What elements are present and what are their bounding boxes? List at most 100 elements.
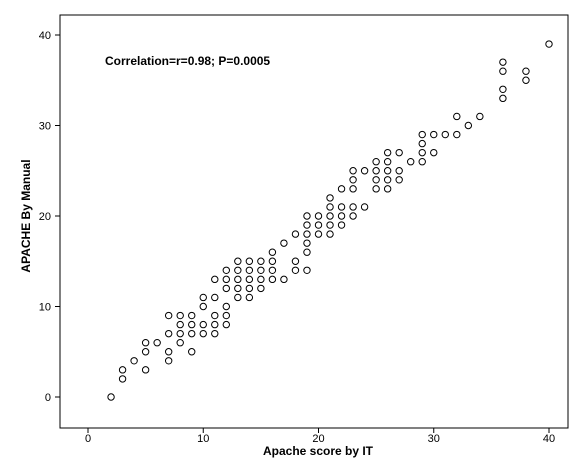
data-point xyxy=(372,176,380,184)
data-point xyxy=(303,212,311,220)
data-point xyxy=(268,257,277,265)
data-point xyxy=(522,67,530,75)
data-point xyxy=(337,203,346,211)
plot-area xyxy=(59,14,569,429)
data-point xyxy=(141,339,150,347)
data-point xyxy=(453,130,461,139)
data-point xyxy=(326,194,334,202)
data-point xyxy=(268,275,277,284)
data-point xyxy=(383,185,392,193)
data-point xyxy=(349,167,357,175)
data-point xyxy=(314,230,323,238)
data-point xyxy=(303,266,311,274)
data-point xyxy=(499,67,507,75)
data-point xyxy=(199,320,207,329)
data-point xyxy=(211,329,219,338)
y-tick-label: 40 xyxy=(39,30,51,42)
data-point xyxy=(291,230,300,238)
data-point xyxy=(464,121,473,130)
data-point xyxy=(337,212,346,220)
data-point xyxy=(257,284,265,293)
data-point xyxy=(314,221,323,229)
data-point xyxy=(176,329,184,338)
data-point xyxy=(372,167,380,175)
data-point xyxy=(257,275,265,284)
data-point xyxy=(499,58,507,66)
y-tick-label: 10 xyxy=(39,302,51,314)
data-point xyxy=(383,158,392,166)
data-point xyxy=(188,320,196,329)
data-point xyxy=(141,366,150,374)
data-point xyxy=(349,176,357,184)
data-point xyxy=(164,311,173,320)
data-point xyxy=(280,275,288,284)
data-point xyxy=(118,375,127,383)
y-axis: 0 10 20 30 40 xyxy=(39,30,60,404)
data-point xyxy=(395,167,403,175)
data-point xyxy=(222,275,231,284)
data-point xyxy=(326,203,334,211)
data-point xyxy=(418,139,426,148)
data-point xyxy=(188,348,196,356)
data-point xyxy=(118,366,127,374)
data-point xyxy=(476,112,484,121)
data-point xyxy=(499,85,507,94)
data-point xyxy=(222,311,231,320)
data-point xyxy=(245,293,254,302)
data-point xyxy=(222,302,231,311)
data-point xyxy=(372,158,380,166)
data-point xyxy=(211,320,219,329)
data-point xyxy=(222,284,231,293)
data-point xyxy=(176,320,184,329)
data-point xyxy=(383,167,392,175)
data-point xyxy=(245,284,254,293)
data-point xyxy=(418,158,426,166)
data-point xyxy=(453,112,461,121)
correlation-annotation: Correlation=r=0.98; P=0.0005 xyxy=(105,54,270,68)
data-point xyxy=(430,130,438,139)
data-point xyxy=(153,339,161,347)
y-axis-title: APACHE By Manual xyxy=(19,159,33,272)
data-point xyxy=(291,257,300,265)
data-point xyxy=(326,221,334,229)
data-point xyxy=(222,320,231,329)
data-point xyxy=(280,239,288,247)
x-axis: 0 10 20 30 40 xyxy=(85,428,555,445)
data-point xyxy=(245,275,254,284)
data-point xyxy=(234,284,242,293)
data-point xyxy=(234,275,242,284)
y-tick-label: 0 xyxy=(45,392,51,404)
data-point xyxy=(545,40,553,48)
data-point xyxy=(222,266,231,274)
x-tick-label: 10 xyxy=(197,433,209,445)
data-point xyxy=(337,221,346,229)
data-point xyxy=(326,230,334,238)
data-point xyxy=(130,357,138,365)
data-point xyxy=(303,239,311,247)
data-point xyxy=(211,293,219,302)
y-tick-label: 30 xyxy=(39,121,51,133)
x-axis-title: Apache score by IT xyxy=(263,444,374,458)
data-point xyxy=(441,130,449,139)
x-tick-label: 30 xyxy=(428,433,440,445)
data-point xyxy=(349,185,357,193)
data-point xyxy=(234,257,242,265)
data-point xyxy=(257,266,265,274)
y-tick-label: 20 xyxy=(39,211,51,223)
data-point xyxy=(245,257,254,265)
data-point xyxy=(418,148,426,157)
data-point xyxy=(188,329,196,338)
data-point xyxy=(141,348,150,356)
data-point xyxy=(164,348,173,356)
data-point xyxy=(499,94,507,103)
data-point xyxy=(303,248,311,256)
data-point xyxy=(337,185,346,193)
data-point xyxy=(383,148,392,157)
data-point xyxy=(349,212,357,220)
data-point xyxy=(360,203,369,211)
data-point xyxy=(303,221,311,229)
data-point xyxy=(199,329,207,338)
data-point xyxy=(395,148,403,157)
data-point xyxy=(245,266,254,274)
